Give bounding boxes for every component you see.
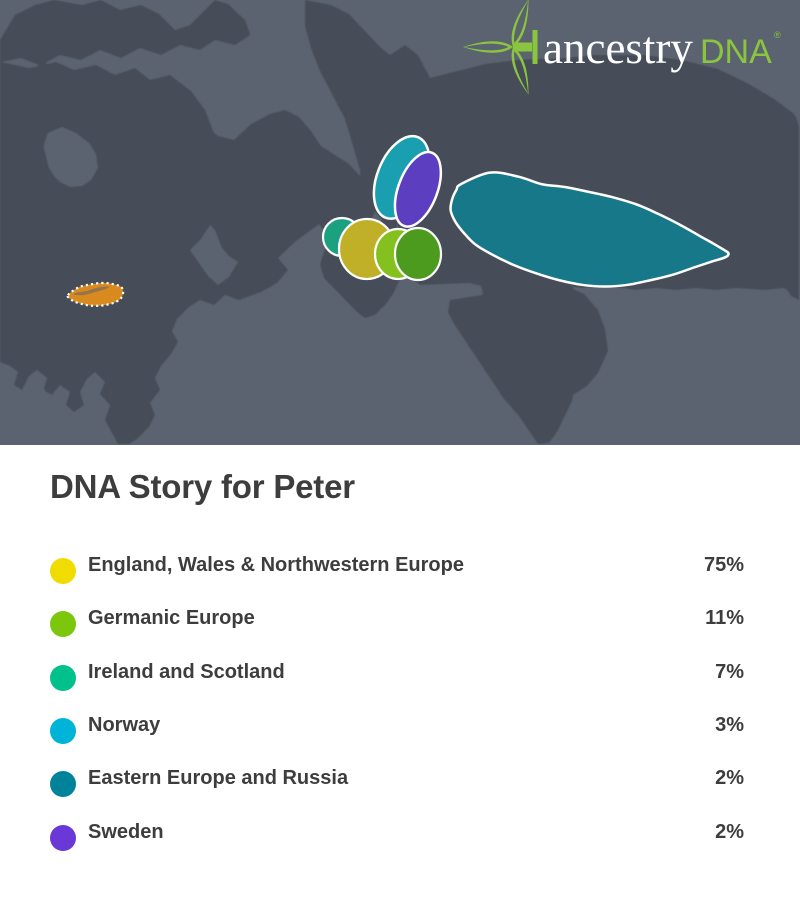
svg-text:®: ® xyxy=(774,30,781,40)
svg-text:ancestry: ancestry xyxy=(543,23,693,73)
svg-text:DNA: DNA xyxy=(700,33,772,71)
